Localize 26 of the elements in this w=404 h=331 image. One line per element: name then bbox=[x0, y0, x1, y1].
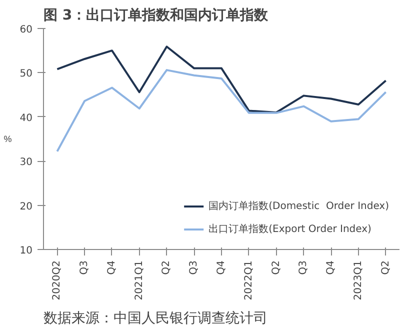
x-tick-label: Q2 bbox=[270, 260, 282, 275]
y-tick-label: 10 bbox=[20, 246, 33, 256]
x-tick-label: Q2 bbox=[161, 260, 172, 275]
x-tick-label: Q3 bbox=[79, 260, 90, 275]
chart-title: 图 3：出口订单指数和国内订单指数 bbox=[44, 8, 270, 24]
x-tick-label: 2023Q1 bbox=[352, 260, 364, 300]
y-axis-title: % bbox=[4, 134, 12, 144]
legend-label: 国内订单指数(Domestic Order Index) bbox=[208, 200, 389, 213]
x-tick-label: Q4 bbox=[326, 260, 337, 275]
source-note: 数据来源：中国人民银行调查统计司 bbox=[44, 310, 268, 326]
legend-label: 出口订单指数(Export Order Index) bbox=[208, 222, 372, 236]
y-tick-label: 60 bbox=[20, 24, 33, 36]
y-tick-label: 30 bbox=[20, 157, 33, 168]
x-tick-label: Q4 bbox=[216, 260, 227, 275]
line-series bbox=[56, 69, 387, 152]
x-tick-label: 2021Q1 bbox=[134, 260, 145, 300]
y-tick-label: 40 bbox=[20, 112, 33, 124]
y-tick-label: 20 bbox=[20, 201, 33, 212]
x-tick-label: Q2 bbox=[380, 260, 392, 275]
x-tick-label: Q3 bbox=[188, 260, 200, 275]
y-tick-label: 50 bbox=[20, 68, 33, 80]
line-series bbox=[56, 46, 387, 114]
x-tick-label: 2020Q2 bbox=[52, 260, 63, 300]
x-tick-label: Q3 bbox=[298, 260, 310, 275]
x-tick-label: Q4 bbox=[106, 260, 118, 275]
x-tick-label: 2022Q1 bbox=[243, 260, 254, 300]
